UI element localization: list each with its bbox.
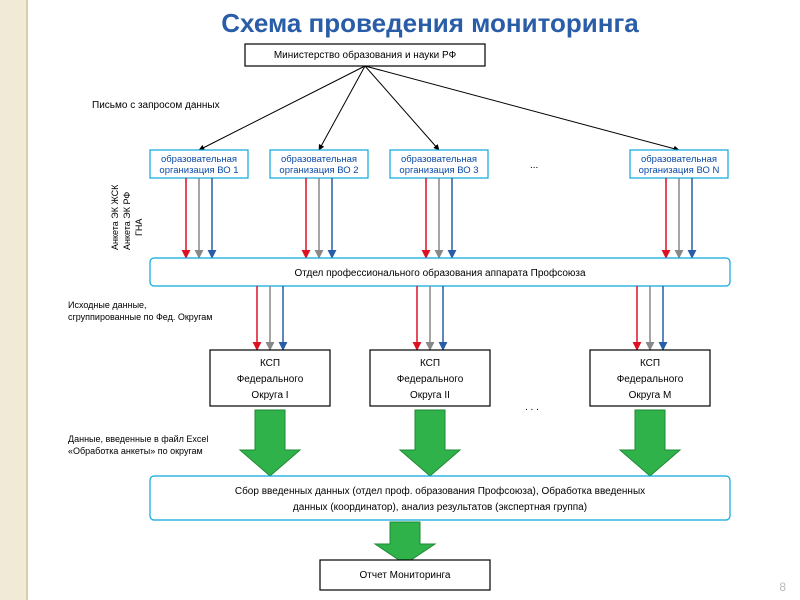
green-arrow-1 xyxy=(240,410,300,476)
svg-text:Округа M: Округа M xyxy=(629,390,672,401)
org-3: образовательная организация ВО 3 xyxy=(390,150,488,178)
svg-text:образовательная: образовательная xyxy=(281,154,357,165)
rot-label-gray: Анкета ЭК РФ xyxy=(122,192,132,250)
svg-text:Федерального: Федерального xyxy=(237,374,304,385)
page-title: Схема проведения мониторинга xyxy=(100,8,760,39)
org-1: образовательная организация ВО 1 xyxy=(150,150,248,178)
excel-note-2: «Обработка анкеты» по округам xyxy=(68,446,203,456)
excel-note-1: Данные, введенные в файл Excel xyxy=(68,434,208,444)
svg-text:организация ВО N: организация ВО N xyxy=(639,165,720,176)
line-min-org2 xyxy=(319,66,365,150)
svg-text:образовательная: образовательная xyxy=(161,154,237,165)
slide-left-border xyxy=(0,0,28,600)
letter-note: Письмо с запросом данных xyxy=(92,100,220,111)
line-min-org1 xyxy=(199,66,365,150)
line-min-org3 xyxy=(365,66,439,150)
ksp-ellipsis: . . . xyxy=(525,402,539,413)
ksp-2: КСП Федерального Округа II xyxy=(370,350,490,406)
svg-text:КСП: КСП xyxy=(640,358,660,369)
green-arrow-final xyxy=(375,522,435,564)
rot-label-red: Анкета ЭК ЖСК xyxy=(110,184,120,250)
svg-text:Федерального: Федерального xyxy=(397,374,464,385)
svg-text:Федерального: Федерального xyxy=(617,374,684,385)
svg-text:организация ВО 2: организация ВО 2 xyxy=(279,165,358,176)
green-arrow-2 xyxy=(400,410,460,476)
org-ellipsis: ... xyxy=(530,160,538,171)
org-N: образовательная организация ВО N xyxy=(630,150,728,178)
svg-text:КСП: КСП xyxy=(420,358,440,369)
svg-text:Округа I: Округа I xyxy=(251,390,288,401)
flow-diagram: Министерство образования и науки РФ Пись… xyxy=(30,40,790,600)
svg-text:КСП: КСП xyxy=(260,358,280,369)
svg-text:организация ВО 1: организация ВО 1 xyxy=(159,165,238,176)
collect-l2: данных (координатор), анализ результатов… xyxy=(293,502,587,513)
collect-box xyxy=(150,476,730,520)
line-min-orgN xyxy=(365,66,679,150)
ksp-1: КСП Федерального Округа I xyxy=(210,350,330,406)
rot-label-blue: ГНА xyxy=(134,219,144,236)
green-arrow-3 xyxy=(620,410,680,476)
report-label: Отчет Мониторинга xyxy=(360,570,451,581)
svg-text:организация ВО 3: организация ВО 3 xyxy=(399,165,478,176)
ministry-label: Министерство образования и науки РФ xyxy=(274,49,457,61)
grouped-note-2: сгруппированные по Фед. Округам xyxy=(68,312,212,322)
svg-text:образовательная: образовательная xyxy=(401,154,477,165)
ksp-M: КСП Федерального Округа M xyxy=(590,350,710,406)
org-2: образовательная организация ВО 2 xyxy=(270,150,368,178)
grouped-note-1: Исходные данные, xyxy=(68,300,147,310)
svg-text:образовательная: образовательная xyxy=(641,154,717,165)
svg-text:Округа II: Округа II xyxy=(410,390,450,401)
collect-l1: Сбор введенных данных (отдел проф. образ… xyxy=(235,485,645,497)
dept-label: Отдел профессионального образования аппа… xyxy=(294,267,586,279)
